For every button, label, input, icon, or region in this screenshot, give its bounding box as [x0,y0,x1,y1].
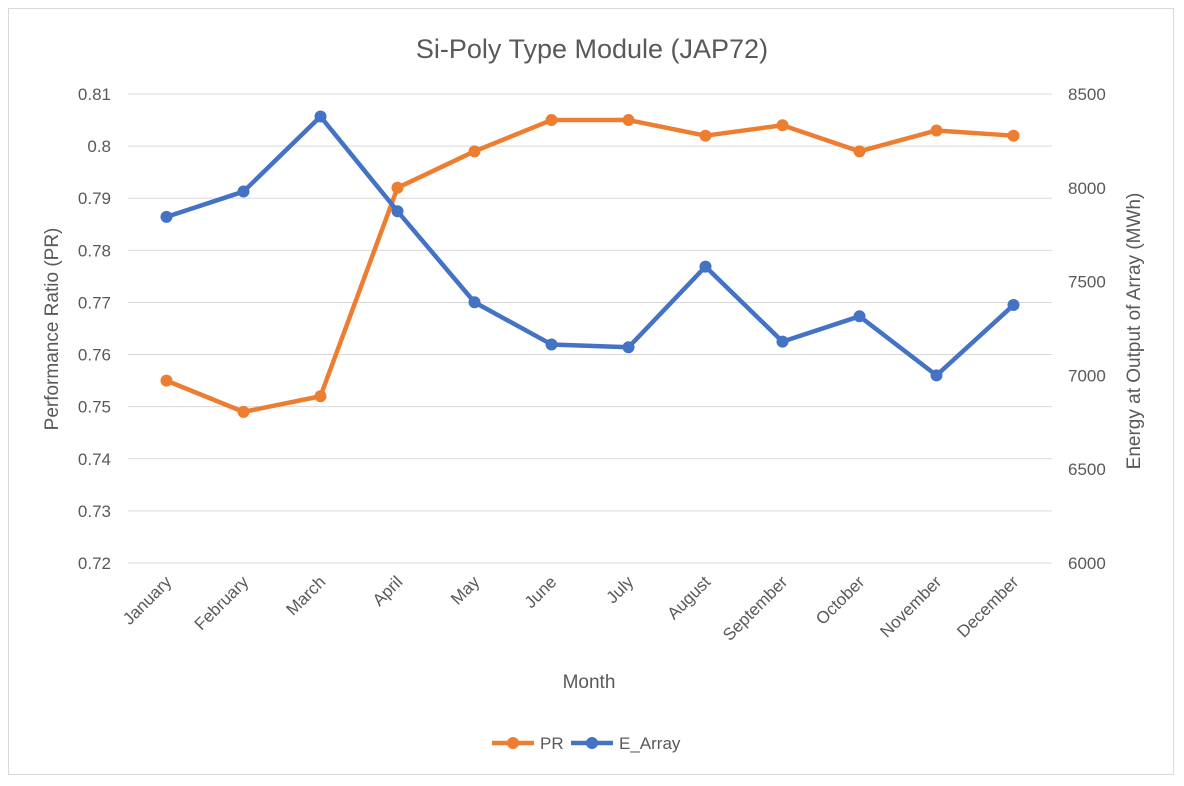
x-tick-label: August [663,572,714,623]
y-tick-label: 0.8 [87,137,111,156]
data-point-pr [930,124,943,137]
data-point-e-array [930,369,943,382]
legend-pr-label: PR [540,734,564,753]
data-point-pr [160,374,173,387]
x-tick-label: July [603,572,638,607]
data-point-pr [468,145,481,158]
data-point-pr [237,405,250,418]
x-tick-label: March [282,572,329,619]
data-point-e-array [622,341,635,354]
x-tick-label: June [521,572,561,612]
right-axis-ticks: 8500 8000 7500 7000 6500 6000 [1068,85,1106,573]
data-point-pr [1007,129,1020,142]
legend-pr-marker [507,737,519,749]
data-point-pr [545,114,558,127]
data-point-e-array [853,310,866,323]
y-axis-title: Performance Ratio (PR) [42,228,63,431]
x-axis-title: Month [563,672,616,693]
x-tick-label: February [191,572,253,634]
x-tick-label: September [719,572,791,644]
legend-item-e-array: E_Array [571,734,681,753]
data-point-e-array [776,335,789,348]
gridlines [128,93,1052,564]
y-tick-label: 0.73 [78,502,111,521]
chart-title: Si-Poly Type Module (JAP72) [416,34,768,64]
data-point-pr [391,181,404,194]
data-point-pr [622,114,635,127]
x-tick-label: December [953,572,1022,641]
y-tick-label: 0.77 [78,293,111,312]
data-point-pr [776,119,789,132]
y2-tick-label: 7000 [1068,366,1106,385]
y-tick-label: 0.75 [78,398,111,417]
legend-e-array-label: E_Array [619,734,681,753]
y2-tick-label: 6500 [1068,460,1106,479]
data-point-e-array [237,185,250,198]
x-axis-ticks: January February March April May June July Augu… [119,572,1022,645]
y-tick-label: 0.81 [78,85,111,104]
data-point-pr [314,390,327,403]
data-point-e-array [314,110,327,123]
y2-tick-label: 7500 [1068,273,1106,292]
data-point-e-array [699,260,712,273]
data-point-e-array [391,205,404,218]
y-tick-label: 0.78 [78,241,111,260]
series-layer [160,110,1020,418]
chart-frame [8,8,1174,775]
y2-tick-label: 6000 [1068,554,1106,573]
y2-axis-title: Energy at Output of Array (MWh) [1124,193,1145,470]
legend-item-pr: PR [492,734,564,753]
data-point-e-array [468,296,481,309]
y-tick-label: 0.79 [78,189,111,208]
series-line-pr [164,117,1016,415]
left-axis-ticks: 0.81 0.8 0.79 0.78 0.77 0.76 0.75 0.74 0.73 0.72 [78,85,111,573]
data-point-pr [699,129,712,142]
series-line-e-array [164,114,1016,378]
legend-e-array-marker [586,737,598,749]
x-tick-label: January [119,572,176,629]
x-tick-label: October [812,572,868,628]
data-point-e-array [160,210,173,223]
y2-tick-label: 8000 [1068,179,1106,198]
y-tick-label: 0.72 [78,554,111,573]
x-tick-label: May [447,572,483,608]
data-point-pr [853,145,866,158]
x-tick-label: April [369,572,406,609]
y2-tick-label: 8500 [1068,85,1106,104]
x-tick-label: November [876,572,945,641]
y-tick-label: 0.76 [78,346,111,365]
data-point-e-array [545,338,558,351]
y-tick-label: 0.74 [78,450,111,469]
data-point-e-array [1007,299,1020,312]
legend: PR E_Array [492,734,681,753]
